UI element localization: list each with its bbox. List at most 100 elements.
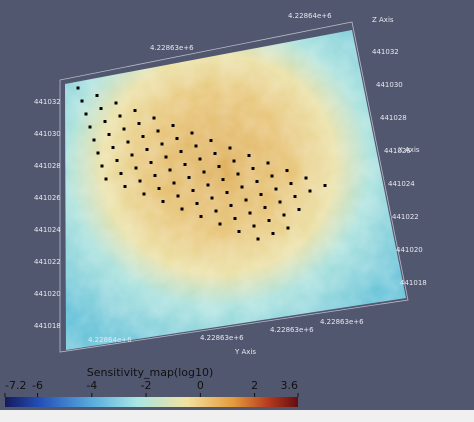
station — [179, 150, 183, 153]
station — [130, 153, 134, 157]
bottom-tick-label: 4.22863e+6 — [270, 326, 314, 334]
station — [190, 131, 194, 135]
station — [183, 163, 187, 166]
station — [248, 211, 252, 215]
station — [214, 209, 218, 213]
top-tick-label: 4.22864e+6 — [288, 12, 332, 20]
station — [187, 176, 191, 179]
station — [119, 172, 123, 175]
left-tick-label: 441026 — [34, 194, 61, 202]
station — [286, 226, 290, 230]
right-tick-label: 441024 — [388, 180, 415, 188]
station — [202, 170, 206, 174]
station — [244, 198, 248, 202]
right-tick-label: 441022 — [392, 213, 419, 221]
station — [149, 161, 153, 164]
station — [270, 174, 274, 178]
station — [126, 140, 130, 144]
station — [84, 112, 88, 116]
station — [164, 155, 168, 159]
station — [107, 133, 111, 136]
station — [285, 169, 289, 172]
station — [213, 152, 217, 155]
station — [232, 159, 236, 163]
station — [88, 125, 92, 129]
station — [96, 151, 100, 155]
station — [115, 159, 119, 162]
station — [289, 182, 293, 185]
station — [92, 138, 96, 142]
station — [142, 192, 146, 196]
station — [267, 219, 271, 222]
station — [171, 124, 175, 127]
station — [229, 204, 233, 207]
station — [251, 167, 255, 170]
station — [308, 189, 312, 193]
station — [282, 213, 286, 217]
station — [252, 224, 256, 228]
station — [137, 122, 141, 125]
right-tick-label: 441030 — [376, 81, 403, 89]
station — [297, 208, 301, 211]
station — [323, 184, 327, 187]
station — [103, 120, 107, 123]
colorbar-title: Sensitivity_map(log10) — [87, 366, 214, 379]
stations — [76, 86, 327, 241]
station — [133, 109, 137, 112]
station — [240, 185, 244, 189]
station — [145, 148, 149, 151]
status-bar — [0, 410, 474, 422]
colorbar — [5, 397, 298, 407]
station — [118, 114, 122, 118]
station — [221, 178, 225, 181]
axis-labels: Z Axis Y Axis X Axis 4.22864e+6 4.22863e+6 4.… — [34, 12, 427, 356]
station — [172, 181, 176, 185]
station — [259, 193, 263, 196]
station — [263, 206, 267, 209]
station — [278, 200, 282, 204]
station — [168, 168, 172, 172]
station — [225, 191, 229, 194]
colorbar-tick-label: 0 — [197, 379, 204, 392]
station — [160, 142, 164, 146]
colorbar-tick-label: -4 — [86, 379, 97, 392]
station — [247, 154, 251, 157]
station — [76, 86, 80, 90]
bottom-tick-label: 4.22863e+6 — [320, 318, 364, 326]
z-axis-title: Z Axis — [372, 16, 394, 24]
station — [194, 144, 198, 148]
station — [161, 200, 165, 203]
colorbar-tick-label: -6 — [32, 379, 43, 392]
station — [191, 189, 195, 192]
station — [152, 116, 156, 120]
station — [237, 230, 241, 233]
station — [274, 187, 278, 191]
colorbar-tick-label: 3.6 — [281, 379, 299, 392]
station — [157, 187, 161, 190]
station — [100, 164, 104, 168]
left-tick-label: 441018 — [34, 322, 61, 330]
station — [266, 161, 270, 165]
station — [228, 146, 232, 150]
station — [304, 176, 308, 180]
bottom-tick-label: 4.22863e+6 — [200, 334, 244, 342]
station — [210, 196, 214, 200]
station — [293, 195, 297, 198]
bottom-tick-label: 4.22864e+6 — [88, 336, 132, 344]
station — [256, 237, 260, 241]
top-tick-label: 4.22863e+6 — [150, 44, 194, 52]
station — [95, 94, 99, 97]
right-tick-label: 441028 — [380, 114, 407, 122]
station — [217, 165, 221, 168]
map-texture — [65, 30, 406, 350]
station — [198, 157, 202, 161]
left-tick-label: 441024 — [34, 226, 61, 234]
axes-frame — [59, 21, 409, 353]
colorbar-tick-label: -7.2 — [5, 379, 26, 392]
station — [122, 127, 126, 131]
station — [134, 166, 138, 170]
station — [153, 174, 157, 177]
station — [156, 129, 160, 133]
station — [176, 194, 180, 198]
